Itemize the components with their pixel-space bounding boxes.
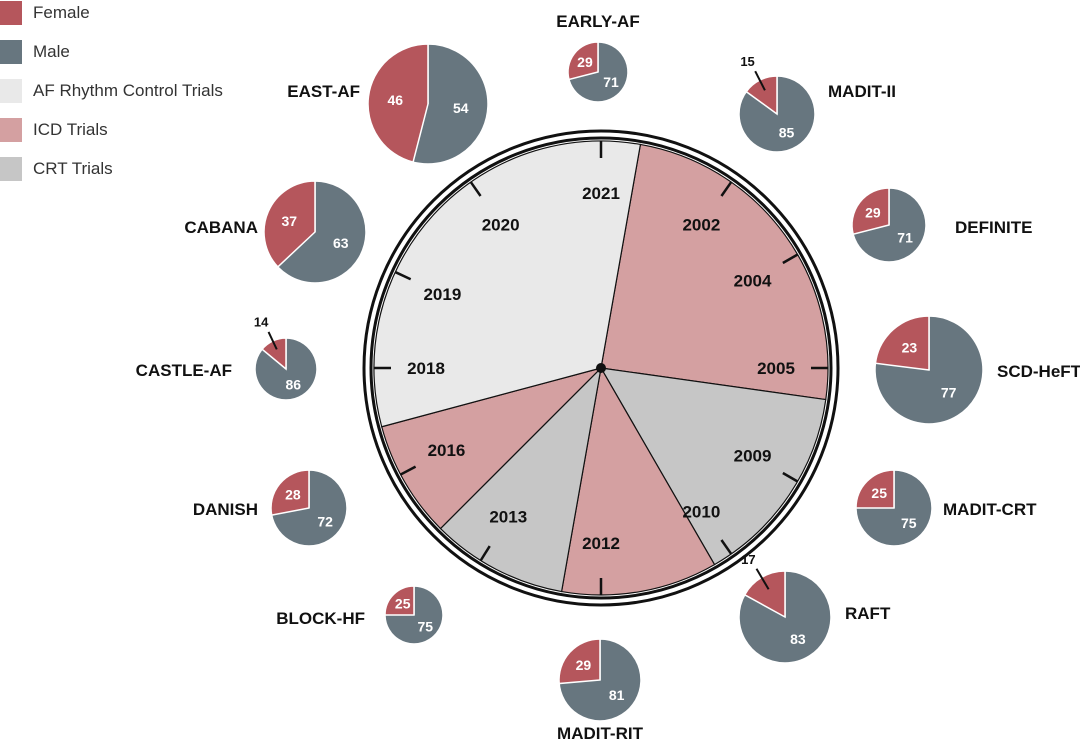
- pie-value-male: 63: [333, 235, 349, 251]
- legend-swatch: [0, 157, 22, 181]
- pie-value-female: 29: [577, 54, 593, 70]
- year-tick: [394, 270, 412, 281]
- pie-slice-female: [263, 180, 316, 268]
- wheel-center-dot: [596, 363, 606, 373]
- legend-label: CRT Trials: [33, 159, 113, 178]
- legend-item: Female: [0, 1, 260, 25]
- year-label: 2010: [682, 502, 720, 521]
- legend-label: ICD Trials: [33, 120, 108, 139]
- pie-leader-line: [754, 70, 766, 91]
- pie-value-male: 54: [453, 100, 469, 116]
- pie-value-female: 29: [576, 657, 592, 673]
- pie-value-female: 29: [865, 205, 881, 221]
- pie-value-female: 46: [387, 92, 403, 108]
- pie-slice-female: [855, 469, 895, 509]
- wheel-inner-ring: [369, 136, 833, 600]
- year-label: 2019: [423, 285, 461, 304]
- trial-name-label: CABANA: [184, 218, 258, 237]
- pie-value-female: 25: [871, 485, 887, 501]
- wheel-sector: [439, 366, 602, 593]
- trial-name-label: MADIT-RIT: [557, 724, 644, 740]
- year-tick: [469, 181, 482, 197]
- trial-name-label: EAST-AF: [287, 82, 360, 101]
- pie-value-male: 75: [901, 515, 917, 531]
- year-label: 2016: [428, 441, 466, 460]
- legend-swatch: [0, 79, 22, 103]
- legend-label: AF Rhythm Control Trials: [33, 81, 223, 100]
- pie-value-female: 23: [902, 340, 918, 356]
- pie-value-male: 86: [285, 376, 301, 392]
- wheel-outer-ring: [362, 129, 840, 607]
- pie-value-female: 17: [741, 552, 755, 567]
- year-label: 2012: [582, 534, 620, 553]
- trial-name-label: MADIT-II: [828, 82, 896, 101]
- year-label: 2021: [582, 184, 620, 203]
- legend-swatch: [0, 118, 22, 142]
- pie-value-female: 15: [740, 54, 754, 69]
- year-label: 2020: [482, 216, 520, 235]
- year-tick: [720, 181, 733, 197]
- year-label: 2018: [407, 359, 445, 378]
- pie-slice-female: [558, 638, 601, 685]
- legend-item: AF Rhythm Control Trials: [0, 79, 260, 103]
- pie-slice-female: [270, 469, 310, 516]
- trial-name-label: BLOCK-HF: [276, 609, 365, 628]
- wheel-sector: [560, 366, 716, 596]
- year-label: 2013: [489, 507, 527, 526]
- pie-slice-female: [367, 43, 429, 164]
- legend-swatch: [0, 1, 22, 25]
- trial-name-label: EARLY-AF: [556, 12, 639, 31]
- trial-name-label: CASTLE-AF: [136, 361, 232, 380]
- pie-value-female: 25: [395, 596, 411, 612]
- trial-name-label: MADIT-CRT: [943, 500, 1037, 519]
- legend-label: Male: [33, 42, 70, 61]
- year-tick: [782, 253, 799, 265]
- trial-name-label: RAFT: [845, 604, 891, 623]
- pie-leader-line: [267, 331, 278, 350]
- trial-name-label: SCD-HeFT: [997, 362, 1080, 381]
- pie-value-male: 71: [603, 74, 619, 90]
- legend-item: ICD Trials: [0, 118, 260, 142]
- trial-name-label: DANISH: [193, 500, 258, 519]
- legend-label: Female: [33, 3, 90, 22]
- pie-slice-female: [874, 315, 930, 371]
- trial-name-label: DEFINITE: [955, 218, 1032, 237]
- pie-value-female: 14: [254, 315, 269, 330]
- pie-value-male: 75: [417, 618, 433, 634]
- pie-value-male: 77: [941, 384, 957, 400]
- year-tick: [479, 545, 491, 562]
- year-label: 2004: [734, 272, 772, 291]
- pie-value-male: 72: [317, 513, 333, 529]
- pie-slice-female: [384, 585, 415, 616]
- wheel-sector: [599, 367, 827, 566]
- year-label: 2005: [757, 359, 795, 378]
- pie-value-male: 85: [779, 125, 795, 141]
- legend-item: CRT Trials: [0, 157, 260, 181]
- year-tick: [782, 471, 799, 483]
- pie-value-female: 37: [281, 213, 297, 229]
- pie-value-male: 71: [897, 229, 913, 245]
- year-label: 2009: [734, 447, 772, 466]
- legend-item: Male: [0, 40, 260, 64]
- year-tick: [720, 539, 733, 555]
- pie-leader-line: [755, 568, 770, 590]
- year-label: 2002: [682, 216, 720, 235]
- pie-slice-female: [851, 187, 890, 236]
- pie-value-male: 83: [790, 631, 806, 647]
- year-tick: [399, 465, 417, 476]
- pie-value-male: 81: [609, 687, 625, 703]
- pie-slice-female: [567, 41, 599, 81]
- wheel-sector: [380, 366, 604, 530]
- wheel-sector: [600, 143, 829, 401]
- pie-value-female: 28: [285, 487, 301, 503]
- legend-swatch: [0, 40, 22, 64]
